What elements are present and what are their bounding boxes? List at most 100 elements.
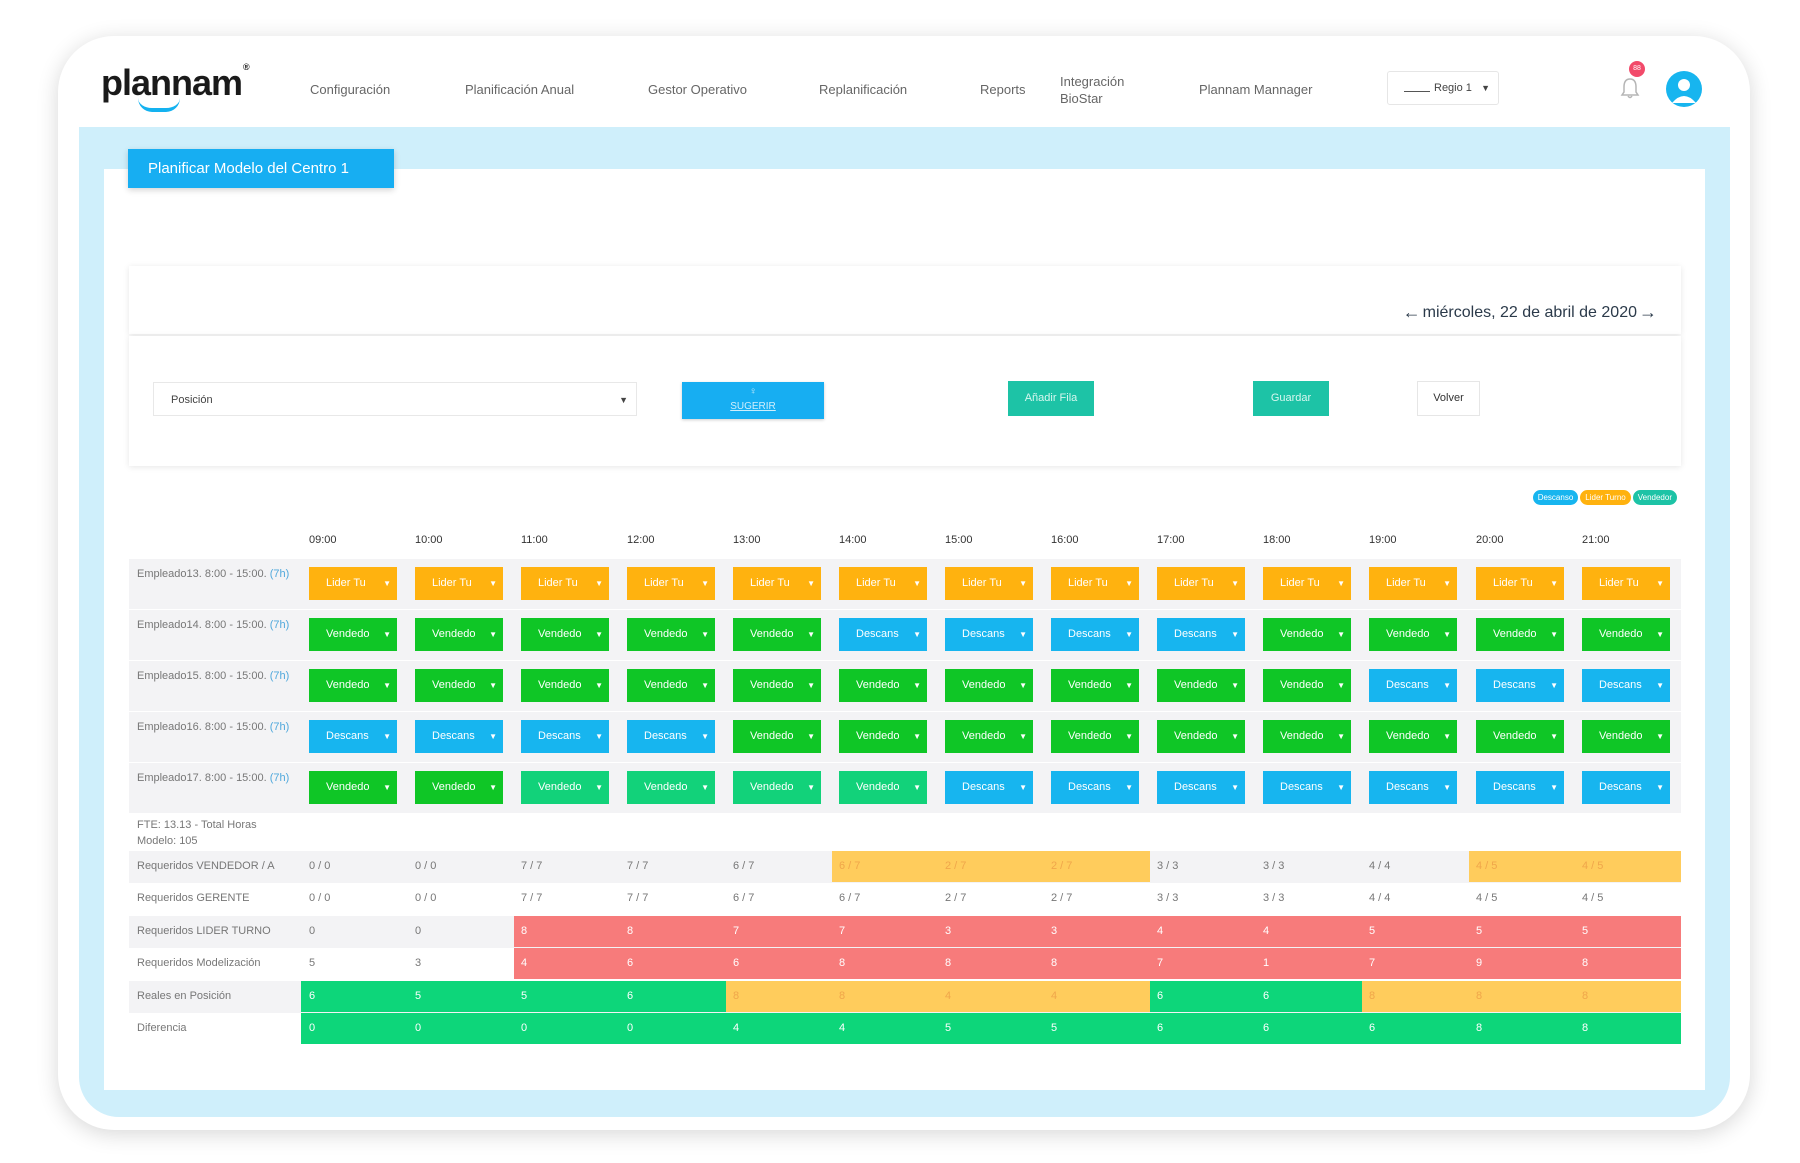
shift-select[interactable]: Lider Tu ▼ — [627, 567, 715, 600]
chevron-down-icon: ▼ — [1231, 630, 1239, 639]
shift-select[interactable]: Vendedo ▼ — [733, 669, 821, 702]
shift-label: Vendedo — [962, 730, 1006, 742]
shift-select[interactable]: Vendedo ▼ — [521, 618, 609, 651]
arrow-left-icon[interactable]: ← — [1402, 302, 1421, 322]
suggest-button[interactable]: ♀ SUGERIR — [682, 382, 824, 419]
nav-reports[interactable]: Reports — [980, 82, 1026, 97]
requirement-value: 3 / 3 — [1263, 860, 1285, 872]
shift-select[interactable]: Lider Tu ▼ — [309, 567, 397, 600]
shift-select[interactable]: Vendedo ▼ — [309, 771, 397, 804]
arrow-right-icon[interactable]: → — [1639, 302, 1657, 322]
shift-select[interactable]: Vendedo ▼ — [1369, 720, 1457, 753]
shift-select[interactable]: Descans ▼ — [1051, 618, 1139, 651]
shift-select[interactable]: Vendedo ▼ — [1051, 669, 1139, 702]
shift-select[interactable]: Descans ▼ — [1051, 771, 1139, 804]
shift-label: Vendedo — [1599, 730, 1643, 742]
position-select[interactable]: Posición ▼ — [153, 382, 637, 416]
shift-select[interactable]: Lider Tu ▼ — [521, 567, 609, 600]
shift-select[interactable]: Vendedo ▼ — [627, 771, 715, 804]
status-band — [1362, 981, 1681, 1012]
shift-select[interactable]: Vendedo ▼ — [309, 669, 397, 702]
shift-select[interactable]: Vendedo ▼ — [415, 618, 503, 651]
shift-select[interactable]: Vendedo ▼ — [415, 771, 503, 804]
shift-select[interactable]: Descans ▼ — [1263, 771, 1351, 804]
shift-select[interactable]: Lider Tu ▼ — [1369, 567, 1457, 600]
shift-select[interactable]: Vendedo ▼ — [627, 669, 715, 702]
plannam-logo[interactable]: plannam® — [101, 62, 250, 103]
shift-select[interactable]: Vendedo ▼ — [1051, 720, 1139, 753]
shift-select[interactable]: Vendedo ▼ — [1263, 720, 1351, 753]
shift-label: Vendedo — [1068, 730, 1112, 742]
shift-select[interactable]: Descans ▼ — [1369, 771, 1457, 804]
shift-select[interactable]: Vendedo ▼ — [945, 720, 1033, 753]
shift-select[interactable]: Vendedo ▼ — [1369, 618, 1457, 651]
requirement-value: 4 — [521, 957, 528, 969]
shift-select[interactable]: Vendedo ▼ — [1582, 720, 1670, 753]
shift-select[interactable]: Vendedo ▼ — [733, 771, 821, 804]
shift-select[interactable]: Lider Tu ▼ — [839, 567, 927, 600]
shift-select[interactable]: Vendedo ▼ — [1157, 669, 1245, 702]
user-avatar-icon[interactable] — [1666, 71, 1702, 107]
shift-select[interactable]: Descans ▼ — [415, 720, 503, 753]
shift-select[interactable]: Descans ▼ — [1157, 771, 1245, 804]
shift-select[interactable]: Descans ▼ — [1582, 771, 1670, 804]
shift-select[interactable]: Lider Tu ▼ — [1157, 567, 1245, 600]
shift-select[interactable]: Vendedo ▼ — [1476, 618, 1564, 651]
shift-select[interactable]: Vendedo ▼ — [415, 669, 503, 702]
nav-replanificacion[interactable]: Replanificación — [819, 82, 908, 97]
shift-select[interactable]: Descans ▼ — [1157, 618, 1245, 651]
shift-select[interactable]: Vendedo ▼ — [309, 618, 397, 651]
shift-select[interactable]: Descans ▼ — [1476, 669, 1564, 702]
shift-select[interactable]: Vendedo ▼ — [521, 771, 609, 804]
employee-label: Empleado14. 8:00 - 15:00. (7h) — [137, 619, 290, 631]
shift-select[interactable]: Lider Tu ▼ — [733, 567, 821, 600]
shift-select[interactable]: Vendedo ▼ — [1263, 669, 1351, 702]
shift-select[interactable]: Lider Tu ▼ — [945, 567, 1033, 600]
shift-select[interactable]: Vendedo ▼ — [839, 720, 927, 753]
chevron-down-icon: ▼ — [1125, 681, 1133, 690]
shift-label: Vendedo — [1280, 730, 1324, 742]
hour-header: 13:00 — [733, 534, 761, 546]
shift-select[interactable]: Lider Tu ▼ — [1051, 567, 1139, 600]
nav-configuracion[interactable]: Configuración — [310, 82, 391, 97]
shift-select[interactable]: Descans ▼ — [945, 618, 1033, 651]
shift-select[interactable]: Vendedo ▼ — [1582, 618, 1670, 651]
shift-select[interactable]: Descans ▼ — [521, 720, 609, 753]
requirement-value: 7 / 7 — [521, 892, 543, 904]
bell-icon[interactable] — [1619, 76, 1641, 100]
shift-select[interactable]: Vendedo ▼ — [627, 618, 715, 651]
requirement-value: 4 / 5 — [1476, 860, 1498, 872]
shift-select[interactable]: Descans ▼ — [839, 618, 927, 651]
shift-select[interactable]: Lider Tu ▼ — [1476, 567, 1564, 600]
chevron-down-icon: ▼ — [1337, 783, 1345, 792]
shift-select[interactable]: Vendedo ▼ — [1263, 618, 1351, 651]
shift-select[interactable]: Lider Tu ▼ — [1263, 567, 1351, 600]
shift-select[interactable]: Vendedo ▼ — [1476, 720, 1564, 753]
shift-select[interactable]: Vendedo ▼ — [1157, 720, 1245, 753]
shift-select[interactable]: Lider Tu ▼ — [1582, 567, 1670, 600]
shift-select[interactable]: Vendedo ▼ — [839, 771, 927, 804]
nav-integracion-biostar[interactable]: Integración BioStar — [1060, 74, 1125, 106]
shift-select[interactable]: Lider Tu ▼ — [415, 567, 503, 600]
shift-select[interactable]: Descans ▼ — [1476, 771, 1564, 804]
chevron-down-icon: ▼ — [595, 630, 603, 639]
shift-select[interactable]: Descans ▼ — [309, 720, 397, 753]
shift-select[interactable]: Vendedo ▼ — [521, 669, 609, 702]
shift-select[interactable]: Descans ▼ — [1582, 669, 1670, 702]
save-button[interactable]: Guardar — [1253, 381, 1329, 416]
shift-select[interactable]: Vendedo ▼ — [733, 720, 821, 753]
back-button[interactable]: Volver — [1417, 381, 1480, 416]
nav-gestor-operativo[interactable]: Gestor Operativo — [648, 82, 747, 97]
nav-plannam-mannager[interactable]: Plannam Mannager — [1199, 82, 1313, 97]
shift-select[interactable]: Vendedo ▼ — [945, 669, 1033, 702]
chevron-down-icon: ▼ — [1550, 579, 1558, 588]
shift-select[interactable]: Descans ▼ — [1369, 669, 1457, 702]
region-select[interactable]: Regio 1 ▼ — [1387, 71, 1499, 105]
add-row-button[interactable]: Añadir Fila — [1008, 381, 1094, 416]
shift-select[interactable]: Vendedo ▼ — [839, 669, 927, 702]
shift-select[interactable]: Vendedo ▼ — [733, 618, 821, 651]
requirement-value: 3 / 3 — [1157, 860, 1179, 872]
shift-select[interactable]: Descans ▼ — [945, 771, 1033, 804]
shift-select[interactable]: Descans ▼ — [627, 720, 715, 753]
nav-planificacion-anual[interactable]: Planificación Anual — [465, 82, 575, 97]
